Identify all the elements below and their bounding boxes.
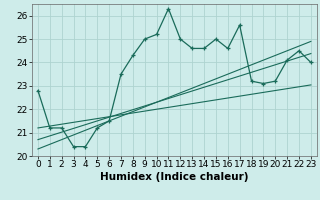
X-axis label: Humidex (Indice chaleur): Humidex (Indice chaleur)	[100, 172, 249, 182]
